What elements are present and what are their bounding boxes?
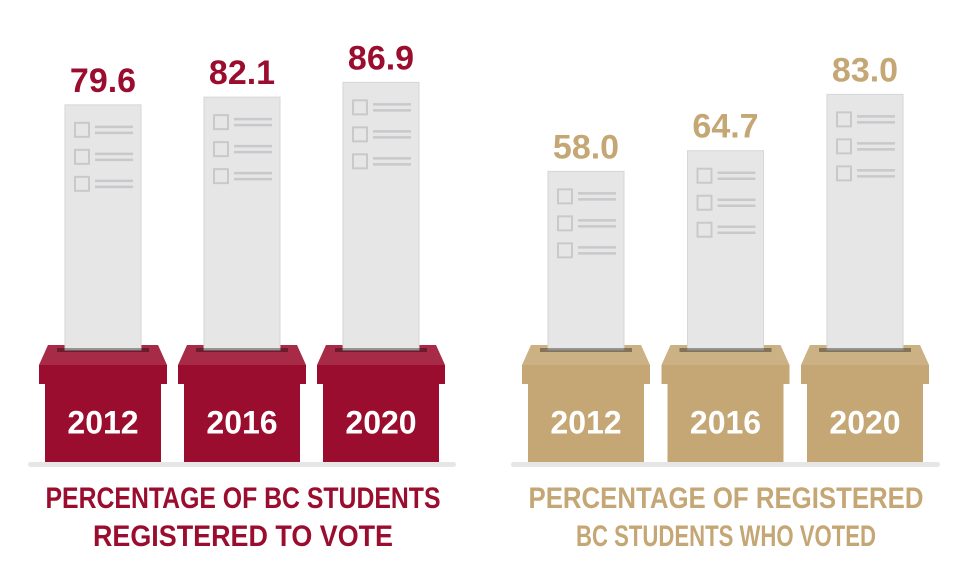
category-label: 2016	[206, 404, 277, 440]
checkbox	[352, 153, 368, 170]
checkbox	[213, 141, 229, 158]
slot	[540, 348, 632, 352]
value-label: 86.9	[348, 39, 414, 77]
ballot-paper	[203, 96, 281, 351]
checkbox	[557, 242, 573, 259]
checkbox	[352, 126, 368, 143]
value-label: 58.0	[553, 128, 619, 166]
chart-title: REGISTERED TO VOTE	[93, 520, 393, 553]
category-label: 2020	[829, 404, 900, 440]
chart-title: PERCENTAGE OF BC STUDENTS	[46, 482, 441, 515]
ballot-box	[323, 383, 439, 462]
ballot-box-lid	[801, 345, 929, 384]
ballot-paper	[826, 93, 904, 351]
checkbox	[74, 121, 90, 138]
checkbox	[696, 221, 713, 238]
value-label: 82.1	[209, 54, 275, 92]
ballot-paper	[342, 81, 420, 351]
value-label: 64.7	[692, 108, 758, 146]
ballot-box-lid	[522, 345, 650, 384]
ballot-box-lid	[661, 345, 790, 384]
value-label: 79.6	[70, 62, 136, 100]
category-label: 2020	[345, 404, 416, 440]
checkbox	[213, 168, 229, 185]
checkbox	[557, 215, 573, 232]
checkbox	[836, 111, 852, 128]
checkbox	[836, 165, 852, 182]
checkbox	[836, 138, 852, 155]
ballot-paper	[687, 150, 764, 351]
base-line	[28, 462, 456, 467]
category-label: 2012	[67, 404, 138, 440]
ballot-box-lid	[317, 345, 445, 384]
checkbox	[696, 194, 713, 211]
ballot-box-lid	[39, 345, 167, 384]
ballot-box	[807, 383, 923, 462]
ballot-box	[667, 383, 784, 462]
slot	[335, 348, 427, 352]
checkbox	[557, 188, 573, 205]
checkbox	[352, 99, 368, 116]
checkbox	[696, 167, 713, 184]
value-label: 83.0	[832, 51, 898, 89]
chart-title: BC STUDENTS WHO VOTED	[576, 520, 876, 553]
slot	[57, 348, 149, 352]
ballot-box-lid	[178, 345, 306, 384]
checkbox	[74, 148, 90, 165]
ballot-paper	[64, 104, 142, 351]
chart-title: PERCENTAGE OF REGISTERED	[529, 482, 924, 515]
category-label: 2016	[690, 404, 761, 440]
ballot-box	[45, 383, 161, 462]
ballot-box	[184, 383, 300, 462]
checkbox	[213, 114, 229, 131]
ballot-box	[528, 383, 644, 462]
slot	[819, 348, 911, 352]
slot	[196, 348, 288, 352]
base-line	[511, 462, 940, 467]
slot	[679, 348, 772, 352]
checkbox	[74, 175, 90, 192]
ballot-paper	[547, 170, 625, 351]
category-label: 2012	[550, 404, 621, 440]
